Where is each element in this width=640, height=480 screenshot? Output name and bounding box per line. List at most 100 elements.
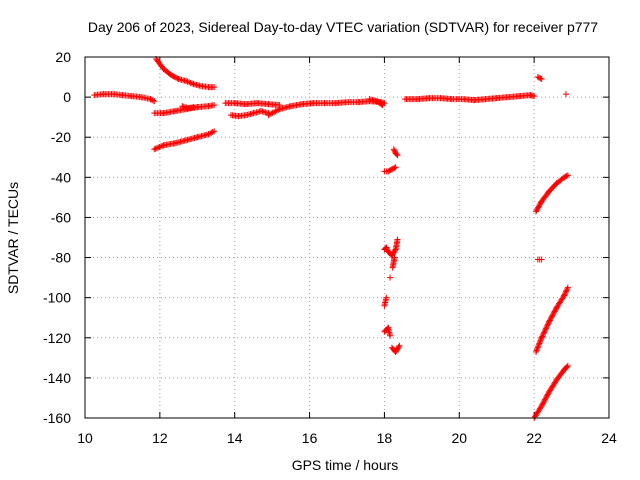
- data-point-marker: [534, 205, 541, 212]
- data-point-marker: [549, 312, 556, 319]
- data-point-marker: [383, 245, 390, 252]
- data-point-marker: [149, 97, 156, 104]
- data-point-marker: [539, 333, 546, 340]
- data-point-marker: [394, 152, 401, 159]
- data-point-marker: [383, 244, 390, 251]
- data-series-seg-20: [388, 342, 403, 355]
- x-tick-label: 18: [377, 430, 393, 446]
- data-point-marker: [396, 342, 403, 349]
- data-point-marker: [547, 316, 554, 323]
- data-point-marker: [180, 103, 187, 110]
- data-point-marker: [387, 274, 394, 281]
- data-series-seg-19: [381, 324, 394, 339]
- data-point-marker: [551, 308, 558, 315]
- data-point-marker: [541, 329, 548, 336]
- data-series-seg-14: [381, 164, 399, 175]
- data-point-marker: [211, 84, 218, 91]
- data-point-marker: [533, 347, 540, 354]
- data-point-marker: [183, 78, 190, 85]
- data-point-marker: [545, 320, 552, 327]
- data-point-marker: [542, 325, 549, 332]
- data-point-marker: [392, 164, 399, 171]
- data-point-marker: [155, 144, 162, 151]
- data-point-marker: [544, 321, 551, 328]
- data-point-marker: [538, 402, 545, 409]
- data-point-marker: [179, 103, 186, 110]
- data-series-seg-12: [562, 91, 569, 98]
- x-tick-label: 22: [526, 430, 542, 446]
- data-point-marker: [186, 79, 193, 86]
- y-tick-label: 20: [55, 49, 71, 65]
- data-point-marker: [563, 363, 570, 370]
- y-tick-label: -100: [43, 290, 71, 306]
- data-point-marker: [393, 151, 400, 158]
- data-point-marker: [541, 328, 548, 335]
- data-point-marker: [391, 164, 398, 171]
- data-point-marker: [391, 247, 398, 254]
- data-series-seg-23: [533, 284, 571, 355]
- data-point-marker: [544, 322, 551, 329]
- data-point-marker: [542, 396, 549, 403]
- x-tick-label: 20: [451, 430, 467, 446]
- chart-title: Day 206 of 2023, Sidereal Day-to-day VTE…: [88, 19, 598, 35]
- data-point-marker: [151, 146, 158, 153]
- data-point-marker: [563, 287, 570, 294]
- y-tick-label: -80: [51, 250, 71, 266]
- data-point-marker: [537, 200, 544, 207]
- y-axis-label: SDTVAR / TECUs: [5, 182, 21, 294]
- data-point-marker: [152, 145, 159, 152]
- data-point-marker: [564, 362, 571, 369]
- data-series-seg-9: [366, 96, 386, 109]
- data-point-marker: [543, 324, 550, 331]
- data-point-marker: [394, 236, 401, 243]
- data-point-marker: [539, 332, 546, 339]
- data-series-seg-2: [153, 56, 218, 91]
- data-series-seg-21: [533, 172, 571, 215]
- data-point-marker: [561, 292, 568, 299]
- data-point-marker: [379, 102, 386, 109]
- data-point-marker: [153, 145, 160, 152]
- data-series-seg-4: [151, 128, 218, 153]
- data-point-marker: [211, 102, 218, 109]
- data-point-marker: [533, 208, 540, 215]
- data-point-marker: [548, 314, 555, 321]
- data-point-marker: [561, 291, 568, 298]
- data-point-marker: [378, 101, 385, 108]
- data-point-marker: [536, 340, 543, 347]
- x-tick-label: 24: [601, 430, 617, 446]
- data-point-marker: [538, 334, 545, 341]
- y-tick-label: -60: [51, 209, 71, 225]
- data-point-marker: [546, 318, 553, 325]
- data-point-marker: [187, 79, 194, 86]
- data-point-marker: [541, 397, 548, 404]
- data-point-marker: [544, 392, 551, 399]
- y-tick-label: -40: [51, 169, 71, 185]
- data-point-marker: [562, 288, 569, 295]
- data-series-seg-18: [381, 294, 390, 309]
- data-point-marker: [391, 147, 398, 154]
- data-point-marker: [537, 337, 544, 344]
- data-point-marker: [383, 294, 390, 301]
- y-tick-label: -20: [51, 129, 71, 145]
- data-series-seg-16: [389, 254, 398, 271]
- data-point-marker: [563, 172, 570, 179]
- data-point-marker: [538, 336, 545, 343]
- y-tick-label: 0: [63, 89, 71, 105]
- data-point-marker: [564, 172, 571, 179]
- data-point-marker: [157, 143, 164, 150]
- data-point-marker: [542, 326, 549, 333]
- data-series-seg-10: [402, 92, 538, 104]
- data-point-marker: [391, 254, 398, 261]
- data-series-seg-15: [381, 236, 401, 259]
- data-point-marker: [543, 394, 550, 401]
- data-point-marker: [540, 330, 547, 337]
- data-point-marker: [211, 128, 218, 135]
- data-point-marker: [535, 341, 542, 348]
- data-point-marker: [531, 93, 538, 100]
- data-point-marker: [184, 78, 191, 85]
- data-point-marker: [560, 293, 567, 300]
- data-point-marker: [539, 400, 546, 407]
- data-points: [91, 56, 571, 421]
- data-point-marker: [535, 343, 542, 350]
